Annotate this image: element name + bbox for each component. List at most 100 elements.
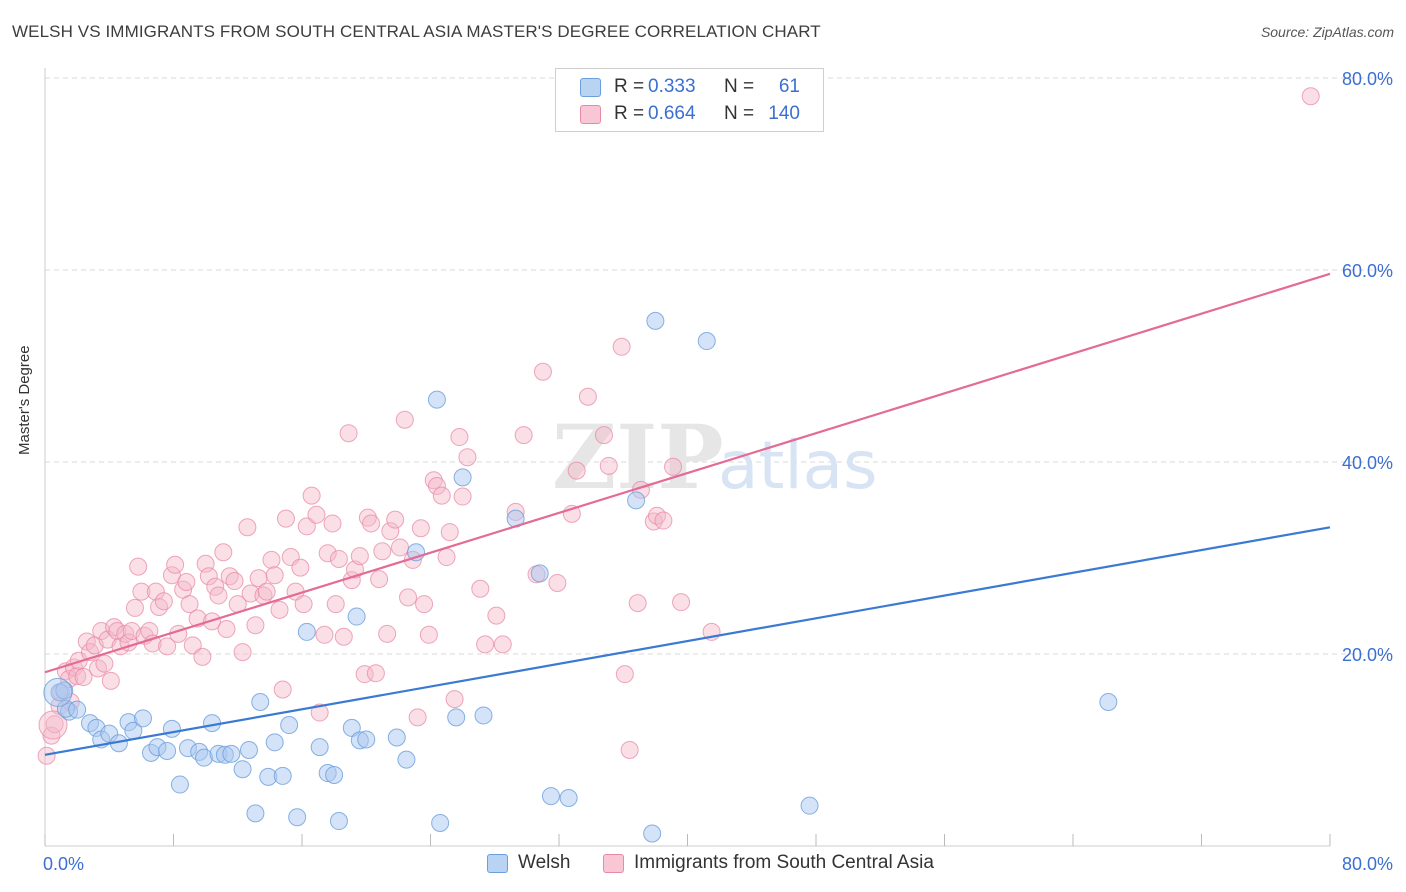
welsh-point [162,719,181,738]
immigrants-point [233,643,252,662]
welsh-point [1099,693,1118,711]
chart-title: WELSH VS IMMIGRANTS FROM SOUTH CENTRAL A… [12,22,821,41]
welsh-point-large [43,677,73,707]
immigrants-point [594,426,613,445]
immigrants-point [620,741,639,759]
welsh-point [643,824,662,843]
welsh-point [357,730,376,749]
immigrants-point [220,567,239,586]
immigrants-point [453,487,472,506]
welsh-point [541,787,560,806]
immigrants-point [334,627,353,646]
immigrants-point [273,680,292,699]
welsh-point [474,706,493,725]
immigrants-point [101,671,120,690]
welsh-point [627,491,646,510]
immigrants-point [427,477,446,495]
immigrants-point [150,597,169,616]
welsh-point [347,607,366,626]
welsh-point [646,311,665,330]
legend: R = 0.333 N = 61 R = 0.664 N = 140 [555,68,824,132]
immigrants-point [445,690,464,709]
immigrants-point [265,566,284,585]
legend-row-welsh: R = 0.333 N = 61 [580,75,800,99]
immigrants-point [214,543,233,562]
immigrants-point [664,457,683,476]
immigrants-point [291,558,310,577]
welsh-point [246,804,265,823]
immigrants-point [68,667,87,686]
immigrants-point [390,538,409,557]
legend-r-value: 0.664 [648,103,696,124]
welsh-legend-label: Welsh [518,852,571,873]
welsh-point [265,733,284,752]
immigrants-point [180,595,199,614]
immigrants-point [276,509,295,528]
grid [45,77,1395,655]
bottom-legend: Welsh Immigrants from South Central Asia [0,852,1406,876]
immigrants-point [262,550,281,569]
y-tick-label: 80.0% [1342,69,1393,89]
immigrants-point [45,715,64,734]
immigrants-point [37,746,56,765]
immigrants-point [408,708,427,727]
immigrants-point [458,448,477,467]
welsh-point [133,709,152,728]
welsh-point [288,808,307,827]
immigrants-point [654,511,673,530]
welsh-swatch [580,77,601,97]
immigrants-point-large [38,710,68,740]
immigrants-points [37,87,1320,765]
immigrants-point [310,703,329,722]
axes [44,68,1331,847]
y-tick-label: 40.0% [1342,453,1393,473]
legend-r-label: R = [614,76,645,97]
legend-n-label: N = [724,76,755,97]
welsh-point [233,760,252,779]
immigrants-point [329,549,348,568]
welsh-point [222,744,241,763]
immigrants-legend-label: Immigrants from South Central Asia [634,852,934,873]
immigrants-point [366,664,385,683]
immigrants-point [440,523,459,542]
welsh-point [453,468,472,487]
immigrants-point [514,426,533,445]
immigrants-point [358,508,377,527]
welsh-point [800,796,819,815]
immigrants-point [432,486,451,505]
immigrants-point [599,456,618,475]
immigrants-point [323,514,342,533]
welsh-point [170,775,189,794]
immigrants-point [158,637,177,656]
immigrants-point [270,600,289,619]
welsh-point [431,813,450,832]
immigrants-point [672,593,691,612]
immigrants-point [644,512,663,531]
immigrants-point [132,582,151,601]
immigrants-point [183,636,202,655]
source-label: Source: ZipAtlas.com [1260,24,1394,40]
y-tick-label: 60.0% [1342,261,1393,281]
welsh-point [239,741,258,759]
watermark: ZIP atlas [552,405,878,509]
welsh-point [329,812,348,831]
immigrants-point [476,635,495,654]
immigrants-point [154,592,173,611]
trend-lines [44,272,1331,756]
immigrants-point [294,595,313,614]
immigrants-point [471,579,490,598]
immigrants-point [125,598,144,617]
immigrants-point [370,570,389,589]
immigrants-point [302,486,321,505]
welsh-point [697,332,716,351]
immigrants-point [533,362,552,381]
immigrants-point [129,557,148,576]
immigrants-point [373,542,392,561]
x-tick-label-right: 80.0% [1342,854,1393,874]
welsh-points [43,311,1118,843]
legend-r-label: R = [614,103,645,124]
immigrants-point [315,625,334,644]
immigrants-point [350,547,369,566]
welsh-point [559,789,578,807]
